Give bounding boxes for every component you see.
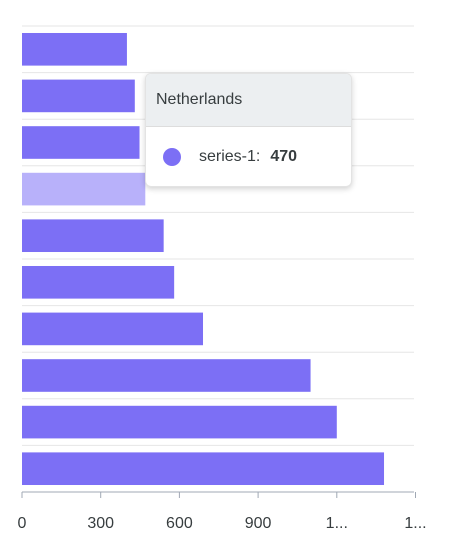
tooltip: Netherlands series-1: 470 xyxy=(145,73,352,187)
bar[interactable] xyxy=(22,312,204,346)
bars xyxy=(22,32,385,486)
x-tick-label: 1... xyxy=(326,515,348,532)
x-axis-ticks: 0 300 600 900 1... 1... xyxy=(18,492,427,532)
bar[interactable] xyxy=(22,452,385,486)
x-tick-label: 300 xyxy=(87,515,114,532)
tooltip-title: Netherlands xyxy=(146,74,351,127)
x-tick-label: 900 xyxy=(245,515,272,532)
bar[interactable] xyxy=(22,32,127,66)
bar[interactable] xyxy=(22,172,146,206)
tooltip-series-label: series-1: xyxy=(199,148,261,165)
tooltip-series-row: series-1: 470 xyxy=(146,127,351,186)
x-tick-label: 1... xyxy=(404,515,426,532)
bar[interactable] xyxy=(22,405,337,439)
tooltip-marker xyxy=(163,148,181,166)
grid-lines xyxy=(22,25,414,446)
x-tick-label: 0 xyxy=(18,515,27,532)
bar[interactable] xyxy=(22,359,311,392)
tooltip-value: 470 xyxy=(270,148,298,165)
x-tick-label: 600 xyxy=(166,515,193,532)
bar[interactable] xyxy=(22,265,175,299)
bar[interactable] xyxy=(22,219,164,253)
bar[interactable] xyxy=(22,126,140,159)
bar[interactable] xyxy=(22,79,135,113)
